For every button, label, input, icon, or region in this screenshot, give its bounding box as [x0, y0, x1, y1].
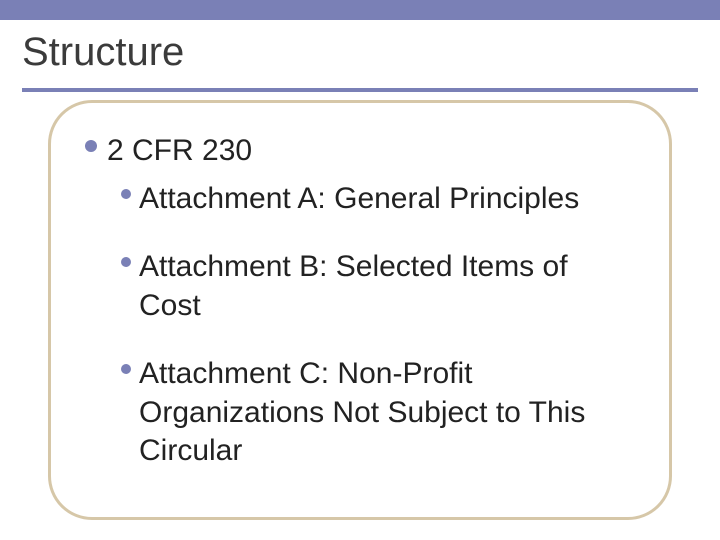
content-frame: 2 CFR 230 Attachment A: General Principl…	[48, 100, 672, 520]
top-accent-bar	[0, 0, 720, 20]
level1-text: 2 CFR 230	[107, 131, 252, 170]
list-item-level2: Attachment A: General Principles	[121, 180, 635, 218]
bullet-icon	[121, 257, 131, 267]
bullet-icon	[121, 189, 131, 199]
page-title: Structure	[22, 30, 720, 74]
bullet-icon	[85, 140, 97, 152]
bullet-icon	[121, 364, 131, 374]
level2-text: Attachment B: Selected Items of Cost	[139, 248, 635, 325]
level2-text: Attachment C: Non-Profit Organizations N…	[139, 355, 635, 470]
list-item-level1: 2 CFR 230	[85, 131, 635, 170]
list-item-level2: Attachment C: Non-Profit Organizations N…	[121, 355, 635, 470]
title-divider	[22, 88, 698, 92]
level2-text: Attachment A: General Principles	[139, 180, 579, 218]
title-area: Structure	[0, 20, 720, 74]
list-item-level2: Attachment B: Selected Items of Cost	[121, 248, 635, 325]
